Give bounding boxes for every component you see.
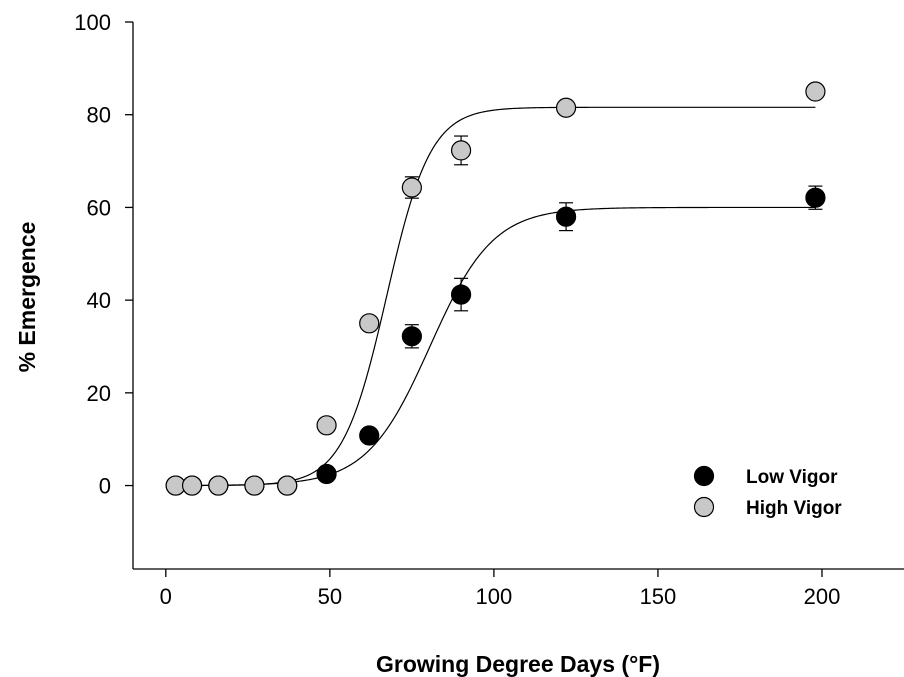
data-point <box>401 326 422 347</box>
y-tick-label: 60 <box>87 195 111 220</box>
data-points <box>165 81 826 496</box>
fit-curve <box>175 106 816 487</box>
y-tick-label: 100 <box>74 10 111 35</box>
data-point <box>805 81 826 102</box>
legend-marker <box>693 496 715 518</box>
data-point <box>805 187 826 208</box>
data-point <box>316 463 337 485</box>
y-tick-label: 80 <box>87 103 111 128</box>
x-axis-title: Growing Degree Days (°F) <box>376 651 660 677</box>
data-point <box>277 475 298 496</box>
x-tick-label: 50 <box>318 584 342 609</box>
data-point <box>359 313 380 334</box>
fit-curves <box>175 106 816 487</box>
y-axis-title: % Emergence <box>14 222 40 373</box>
y-tick-label: 20 <box>87 381 111 406</box>
axes: 0 20 40 60 80 100 0 50 100 150 200 <box>74 10 904 609</box>
legend: Low Vigor High Vigor <box>693 465 842 519</box>
x-tick-label: 200 <box>804 584 841 609</box>
data-point <box>181 475 203 496</box>
y-tick-label: 0 <box>99 474 111 499</box>
data-point <box>244 475 265 496</box>
data-point <box>555 206 577 227</box>
fit-curve <box>175 206 816 487</box>
data-point <box>450 284 472 305</box>
y-tick-label: 40 <box>87 288 111 313</box>
data-point <box>359 425 380 446</box>
x-tick-label: 0 <box>160 584 172 609</box>
x-tick-label: 150 <box>640 584 677 609</box>
data-point <box>555 97 577 118</box>
data-point <box>208 475 229 496</box>
data-point <box>316 415 337 436</box>
data-point <box>401 177 422 198</box>
legend-marker <box>693 465 715 487</box>
data-point <box>450 140 472 161</box>
legend-label: High Vigor <box>746 498 842 519</box>
x-tick-label: 100 <box>476 584 513 609</box>
legend-label: Low Vigor <box>746 467 838 488</box>
